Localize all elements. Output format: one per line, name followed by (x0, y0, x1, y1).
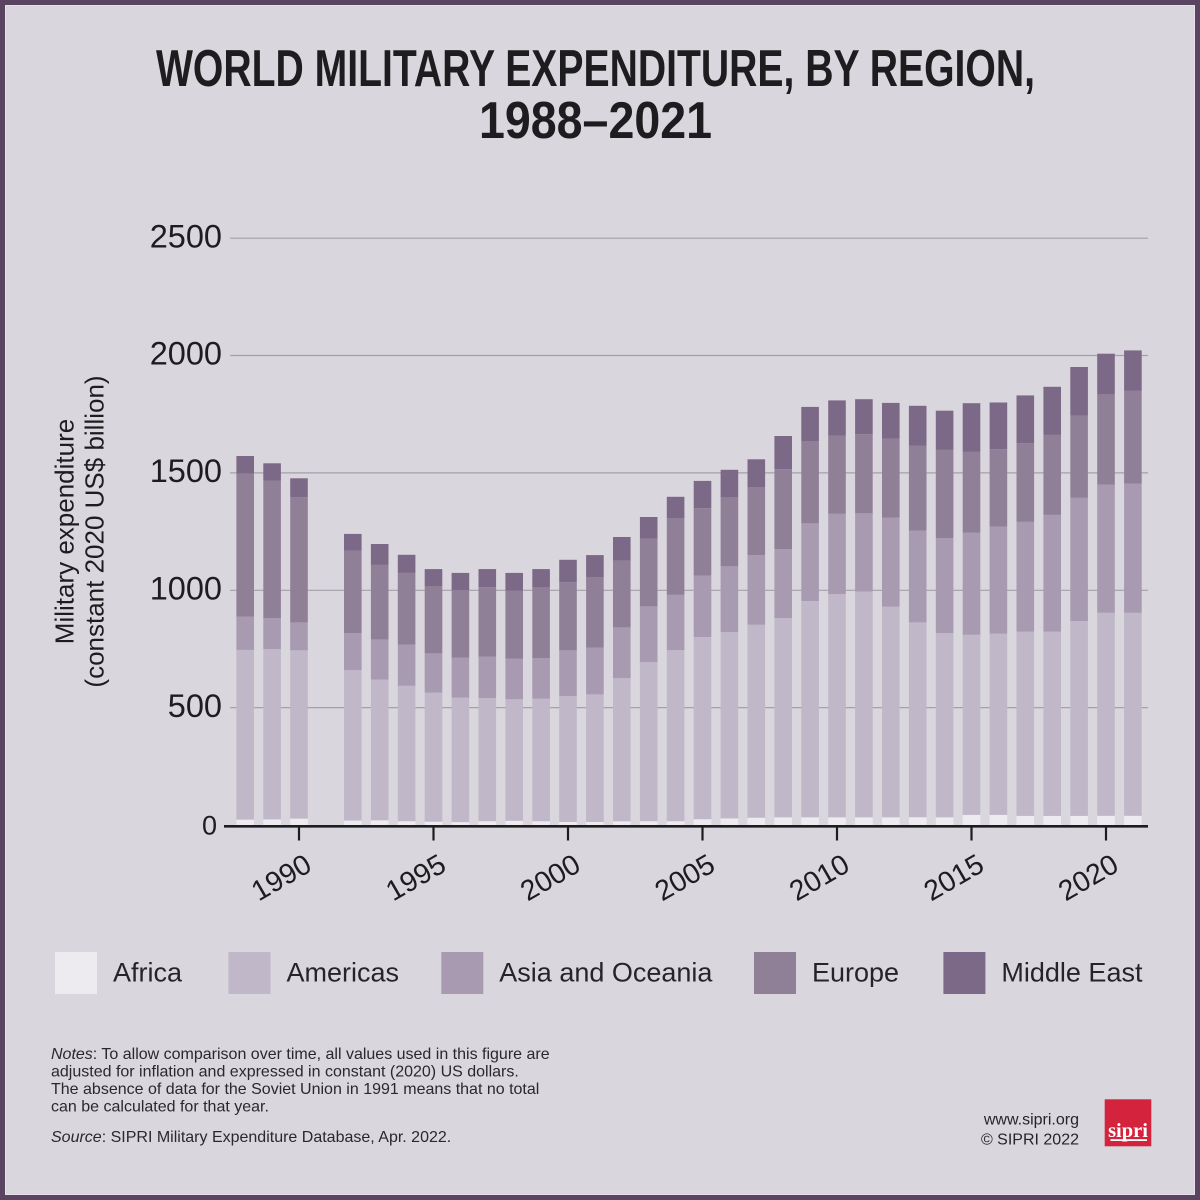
svg-text:Europe: Europe (812, 958, 899, 988)
svg-text:WORLD MILITARY EXPENDITURE, BY: WORLD MILITARY EXPENDITURE, BY REGION, (156, 40, 1035, 98)
svg-text:500: 500 (168, 688, 222, 724)
svg-text:1000: 1000 (150, 571, 222, 607)
svg-text:sipri: sipri (1108, 1120, 1148, 1142)
svg-text:Asia and Oceania: Asia and Oceania (499, 958, 713, 988)
svg-text:Americas: Americas (287, 958, 400, 988)
svg-text:Source: SIPRI Military Expendi: Source: SIPRI Military Expenditure Datab… (51, 1129, 451, 1146)
svg-text:1500: 1500 (150, 453, 222, 489)
svg-text:Military expenditure: Military expenditure (50, 419, 80, 644)
svg-text:1988–2021: 1988–2021 (479, 92, 712, 150)
svg-text:The absence of data for the So: The absence of data for the Soviet Union… (51, 1081, 539, 1098)
svg-text:www.sipri.org: www.sipri.org (983, 1112, 1079, 1129)
svg-text:Africa: Africa (113, 958, 183, 988)
svg-text:adjusted for inflation and exp: adjusted for inflation and expressed in … (51, 1064, 519, 1081)
svg-text:can be calculated for that yea: can be calculated for that year. (51, 1099, 269, 1116)
svg-text:(constant 2020 US$ billion): (constant 2020 US$ billion) (80, 375, 110, 687)
svg-text:2000: 2000 (150, 336, 222, 372)
svg-text:© SIPRI 2022: © SIPRI 2022 (981, 1132, 1079, 1149)
svg-text:Middle East: Middle East (1001, 958, 1143, 988)
svg-text:0: 0 (202, 810, 217, 840)
svg-text:2500: 2500 (150, 218, 222, 254)
svg-text:Notes: To allow comparison ove: Notes: To allow comparison over time, al… (51, 1046, 550, 1063)
